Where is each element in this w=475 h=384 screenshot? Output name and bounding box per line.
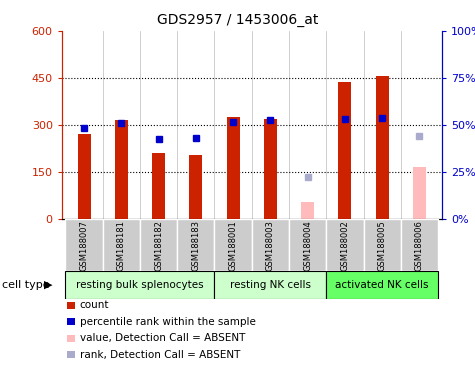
Text: GSM188181: GSM188181	[117, 220, 126, 271]
Bar	[264, 119, 277, 219]
FancyBboxPatch shape	[326, 219, 363, 271]
Text: GSM188005: GSM188005	[378, 220, 387, 271]
Bar	[376, 76, 389, 219]
Bar	[413, 167, 426, 219]
FancyBboxPatch shape	[66, 219, 103, 271]
FancyBboxPatch shape	[215, 219, 252, 271]
FancyBboxPatch shape	[140, 219, 177, 271]
Text: rank, Detection Call = ABSENT: rank, Detection Call = ABSENT	[80, 350, 240, 360]
Bar	[227, 117, 240, 219]
Bar	[301, 202, 314, 219]
Bar	[152, 153, 165, 219]
Text: value, Detection Call = ABSENT: value, Detection Call = ABSENT	[80, 333, 245, 343]
Text: cell type: cell type	[2, 280, 50, 290]
Text: GSM188002: GSM188002	[341, 220, 350, 271]
FancyBboxPatch shape	[66, 271, 215, 299]
FancyBboxPatch shape	[326, 271, 438, 299]
FancyBboxPatch shape	[363, 219, 401, 271]
FancyBboxPatch shape	[103, 219, 140, 271]
FancyBboxPatch shape	[177, 219, 215, 271]
Text: ▶: ▶	[44, 280, 53, 290]
Text: GSM188182: GSM188182	[154, 220, 163, 271]
Bar	[190, 155, 202, 219]
Bar	[338, 83, 352, 219]
Bar	[115, 120, 128, 219]
Text: GSM188183: GSM188183	[191, 220, 200, 271]
Bar	[77, 134, 91, 219]
Text: GSM188007: GSM188007	[80, 220, 89, 271]
FancyBboxPatch shape	[289, 219, 326, 271]
FancyBboxPatch shape	[401, 219, 438, 271]
Text: GSM188006: GSM188006	[415, 220, 424, 271]
Text: GSM188001: GSM188001	[228, 220, 238, 271]
Text: GDS2957 / 1453006_at: GDS2957 / 1453006_at	[157, 13, 318, 27]
Text: resting bulk splenocytes: resting bulk splenocytes	[76, 280, 204, 290]
Text: GSM188004: GSM188004	[303, 220, 312, 271]
Text: GSM188003: GSM188003	[266, 220, 275, 271]
FancyBboxPatch shape	[252, 219, 289, 271]
Text: count: count	[80, 300, 109, 310]
Text: percentile rank within the sample: percentile rank within the sample	[80, 317, 256, 327]
Text: resting NK cells: resting NK cells	[230, 280, 311, 290]
Text: activated NK cells: activated NK cells	[335, 280, 429, 290]
FancyBboxPatch shape	[215, 271, 326, 299]
